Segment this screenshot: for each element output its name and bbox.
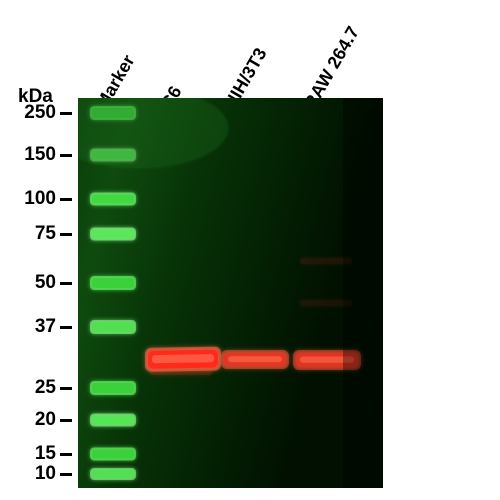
yaxis-tick-label: 10 (16, 463, 56, 485)
protein-band (221, 350, 289, 369)
yaxis-tick-mark (60, 326, 72, 329)
yaxis-tick-mark (60, 387, 72, 390)
yaxis-tick-mark (60, 282, 72, 285)
protein-band (145, 347, 221, 372)
faint-band (300, 300, 352, 306)
yaxis-tick-label: 100 (16, 188, 56, 210)
ladder-band (90, 414, 136, 427)
faint-band (150, 370, 212, 375)
yaxis-tick-label: 20 (16, 409, 56, 431)
yaxis-tick-label: 37 (16, 316, 56, 338)
ladder-band (90, 149, 136, 162)
yaxis-tick-mark (60, 473, 72, 476)
yaxis-tick-mark (60, 233, 72, 236)
blot-membrane (78, 98, 383, 488)
yaxis-tick-mark (60, 453, 72, 456)
ladder-band (90, 320, 136, 334)
ladder-band (90, 468, 136, 480)
ladder-band (90, 193, 136, 206)
yaxis-tick-mark (60, 198, 72, 201)
protein-band (293, 350, 361, 370)
yaxis-tick-label: 250 (16, 102, 56, 124)
yaxis-tick-label: 75 (16, 223, 56, 245)
faint-band (300, 258, 352, 264)
ladder-band (90, 448, 136, 461)
yaxis-tick-mark (60, 112, 72, 115)
ladder-band (90, 276, 136, 290)
yaxis-tick-mark (60, 154, 72, 157)
ladder-band (90, 106, 136, 120)
yaxis-tick-label: 15 (16, 443, 56, 465)
yaxis-tick-label: 150 (16, 144, 56, 166)
ladder-band (90, 381, 136, 395)
yaxis-tick-mark (60, 419, 72, 422)
blot-svg (78, 98, 383, 488)
ladder-band (90, 228, 136, 241)
yaxis-tick-label: 25 (16, 377, 56, 399)
yaxis-tick-label: 50 (16, 272, 56, 294)
western-blot-figure: { "figure": { "type": "western-blot", "c… (0, 0, 500, 500)
